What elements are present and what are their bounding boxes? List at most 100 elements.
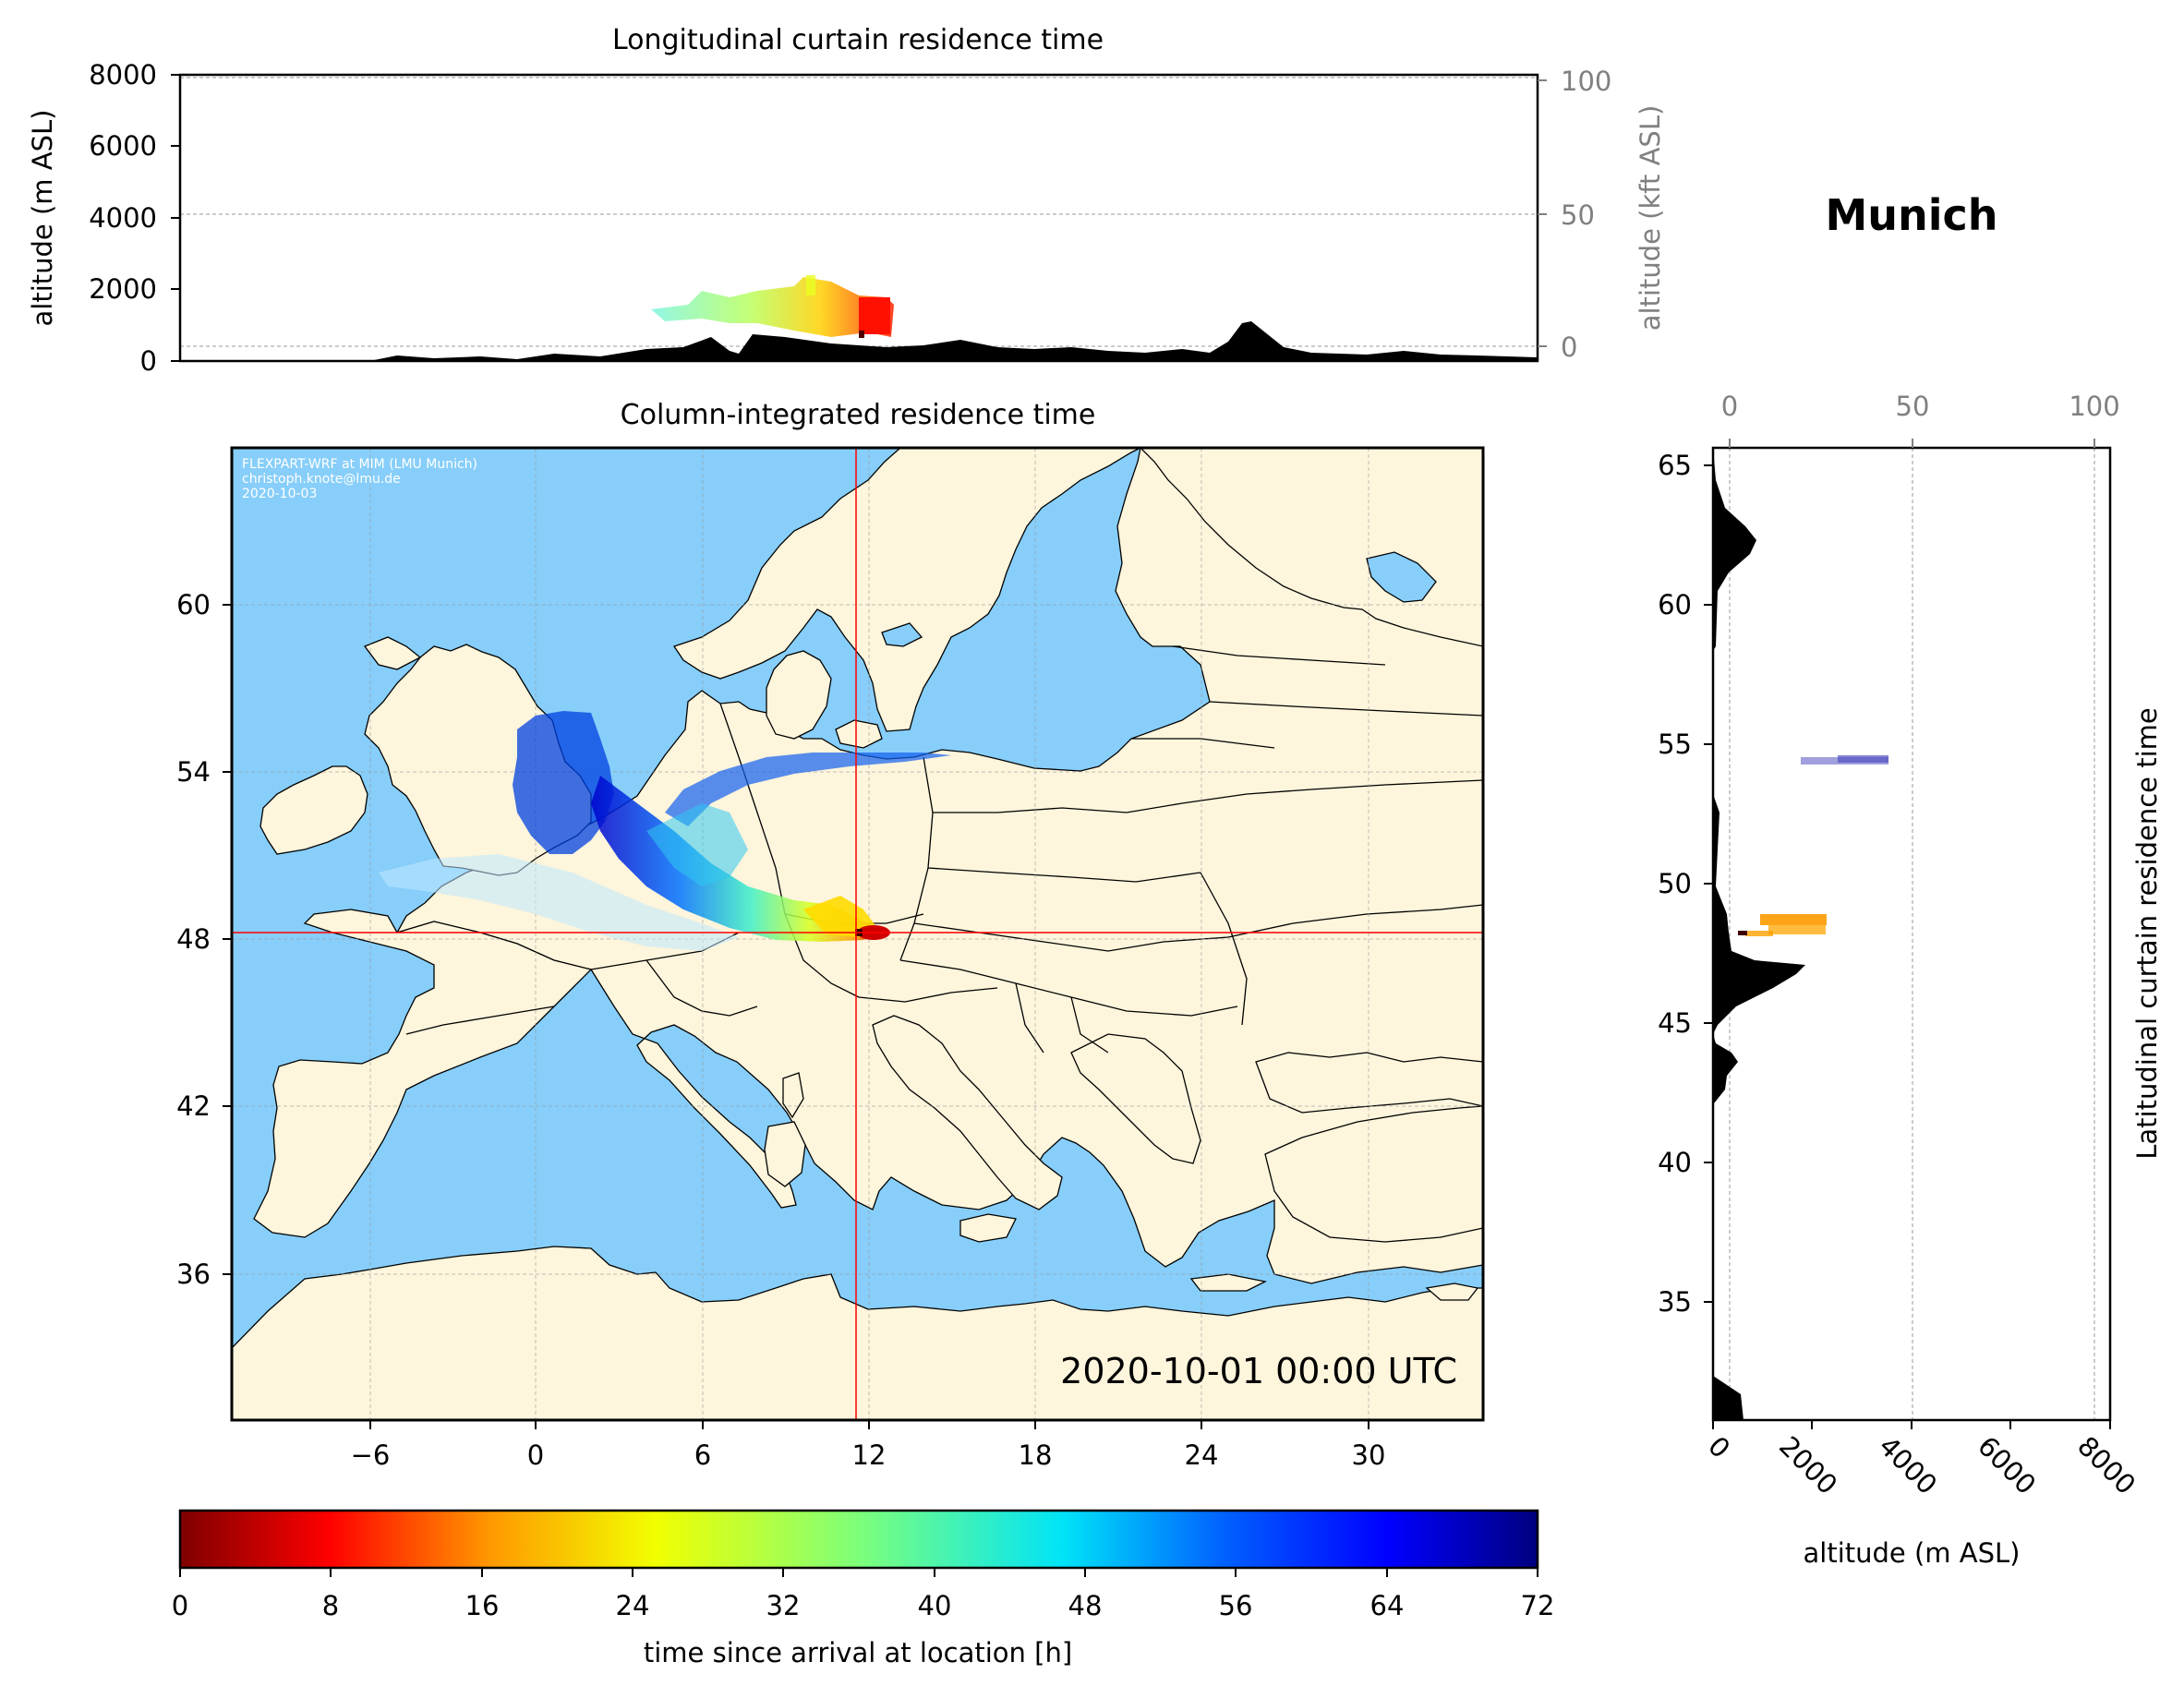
map-ytick-label: 36: [176, 1258, 211, 1290]
colorbar-tick-label: 0: [172, 1590, 188, 1621]
lake-vanern: [881, 622, 923, 647]
colorbar-tick-label: 72: [1521, 1590, 1555, 1621]
danish-islands: [835, 719, 883, 749]
side-ytick-label: 45: [1658, 1007, 1692, 1039]
side-xtick-label: 0: [1702, 1430, 1736, 1464]
colorbar-label: time since arrival at location [h]: [644, 1637, 1072, 1668]
cyprus-area: [1425, 1283, 1479, 1301]
top-ytick-right-label: 0: [1561, 331, 1577, 363]
italy: [872, 1015, 1063, 1210]
side-panel-yticks: 35 40 45 50 55 60 65: [1658, 450, 1713, 1318]
france-iberia: [253, 909, 593, 1238]
map-ytick-label: 54: [176, 756, 211, 788]
map-yticks: 36 42 48 54 60: [176, 589, 232, 1290]
map-xtick-label: 6: [694, 1439, 711, 1471]
map-panel-title: Column-integrated residence time: [621, 399, 1096, 431]
colorbar-tick-label: 56: [1219, 1590, 1253, 1621]
colorbar-tick-label: 16: [465, 1590, 500, 1621]
top-panel-yticks: 0 2000 4000 6000 8000: [89, 59, 180, 377]
top-ytick-label: 8000: [89, 59, 157, 90]
side-ytick-label: 35: [1658, 1286, 1692, 1318]
greece: [1070, 1033, 1201, 1164]
top-panel-ylabel: altitude (m ASL): [27, 110, 58, 327]
side-panel-xticks: 0 2000 4000 6000 8000: [1702, 1420, 2142, 1500]
side-panel-xticks-top: 0 50 100: [1721, 391, 2120, 448]
north-africa: [232, 1246, 1483, 1420]
plume-uk-blue: [513, 711, 614, 854]
side-ytick-label: 40: [1658, 1147, 1692, 1178]
colorbar-tick-label: 32: [766, 1590, 801, 1621]
colorbar-tick-label: 8: [322, 1590, 339, 1621]
side-panel-xlabel: altitude (m ASL): [1804, 1537, 2021, 1569]
black-sea-north: [1255, 1052, 1483, 1114]
plume-trail-west: [379, 854, 739, 951]
map-timestamp: 2020-10-01 00:00 UTC: [1060, 1351, 1457, 1391]
map-xtick-label: −6: [351, 1439, 391, 1471]
shetland-scotland-north: [363, 636, 422, 670]
colorbar-ticks: 0 8 16 24 32 40 48 56 64 72: [172, 1568, 1555, 1621]
colorbar-tick-label: 48: [1068, 1590, 1103, 1621]
residence-time-plume: [379, 711, 951, 951]
crete: [1189, 1273, 1267, 1292]
top-panel-yticks-right: 0 50 100: [1538, 66, 1611, 363]
terrain-profile-lon: [180, 321, 1538, 361]
map-ytick-label: 48: [176, 923, 211, 955]
side-ytick-label: 60: [1658, 589, 1692, 620]
side-xtick-label: 2000: [1773, 1430, 1843, 1500]
side-xtick-label: 4000: [1873, 1430, 1943, 1500]
curtain-lon-plume: [651, 277, 894, 337]
side-xtick-top-label: 50: [1896, 391, 1930, 422]
top-panel-title: Longitudinal curtain residence time: [612, 24, 1104, 56]
colorbar: [178, 1509, 1539, 1570]
side-ytick-label: 65: [1658, 450, 1692, 481]
plume-middle: [646, 803, 748, 886]
map-xticks: −6 0 6 12 18 24 30: [351, 1420, 1386, 1471]
side-xtick-top-label: 100: [2069, 391, 2119, 422]
terrain-profile-lat: [1713, 448, 1805, 1420]
colorbar-tick-label: 24: [616, 1590, 650, 1621]
side-xtick-label: 8000: [2071, 1430, 2142, 1500]
sardinia: [764, 1121, 806, 1187]
denmark: [766, 650, 832, 740]
plume-north-arm: [665, 753, 951, 826]
credit-line: christoph.knote@lmu.de: [242, 472, 401, 487]
side-xtick-label: 6000: [1972, 1430, 2042, 1500]
station-title: Munich: [1825, 190, 1997, 240]
ireland: [259, 765, 368, 855]
plume-near-receptor: [803, 896, 877, 937]
side-xtick-top-label: 0: [1721, 391, 1738, 422]
top-ytick-label: 4000: [89, 202, 157, 234]
side-ytick-label: 55: [1658, 729, 1692, 760]
top-panel-plot: [180, 77, 1538, 361]
map-xtick-label: 24: [1185, 1439, 1219, 1471]
sicily: [959, 1213, 1017, 1243]
side-panel-ylabel: Latitudinal curtain residence time: [2131, 707, 2163, 1160]
lake-ladoga: [1366, 551, 1437, 603]
map-area: FLEXPART-WRF at MIM (LMU Munich) christo…: [232, 448, 1483, 1420]
top-ytick-label: 0: [140, 345, 157, 377]
side-ytick-label: 50: [1658, 868, 1692, 899]
curtain-lat-orange-1: [1760, 914, 1827, 925]
map-xtick-label: 18: [1019, 1439, 1053, 1471]
colorbar-tick-label: 64: [1370, 1590, 1405, 1621]
map-xtick-label: 12: [852, 1439, 887, 1471]
anatolia: [1264, 1105, 1483, 1243]
map-frame: [230, 446, 1485, 1422]
map-xtick-label: 0: [527, 1439, 544, 1471]
top-panel-ylabel-right: altitude (kft ASL): [1635, 105, 1666, 331]
curtain-lon-core: [859, 297, 890, 334]
map-xtick-label: 30: [1352, 1439, 1386, 1471]
top-ytick-right-label: 100: [1561, 66, 1611, 97]
top-ytick-right-label: 50: [1561, 199, 1595, 231]
colorbar-tick-label: 40: [918, 1590, 952, 1621]
map-ytick-label: 60: [176, 589, 211, 620]
curtain-lat-orange-2: [1768, 925, 1826, 934]
top-ytick-label: 2000: [89, 273, 157, 305]
side-panel-plot: [1713, 448, 2095, 1420]
country-borders: [405, 645, 1483, 1054]
map-ytick-label: 42: [176, 1090, 211, 1122]
credit-line: 2020-10-03: [242, 487, 317, 501]
scandinavia: [672, 448, 1141, 732]
credit-line: FLEXPART-WRF at MIM (LMU Munich): [242, 457, 477, 472]
top-ytick-label: 6000: [89, 130, 157, 162]
